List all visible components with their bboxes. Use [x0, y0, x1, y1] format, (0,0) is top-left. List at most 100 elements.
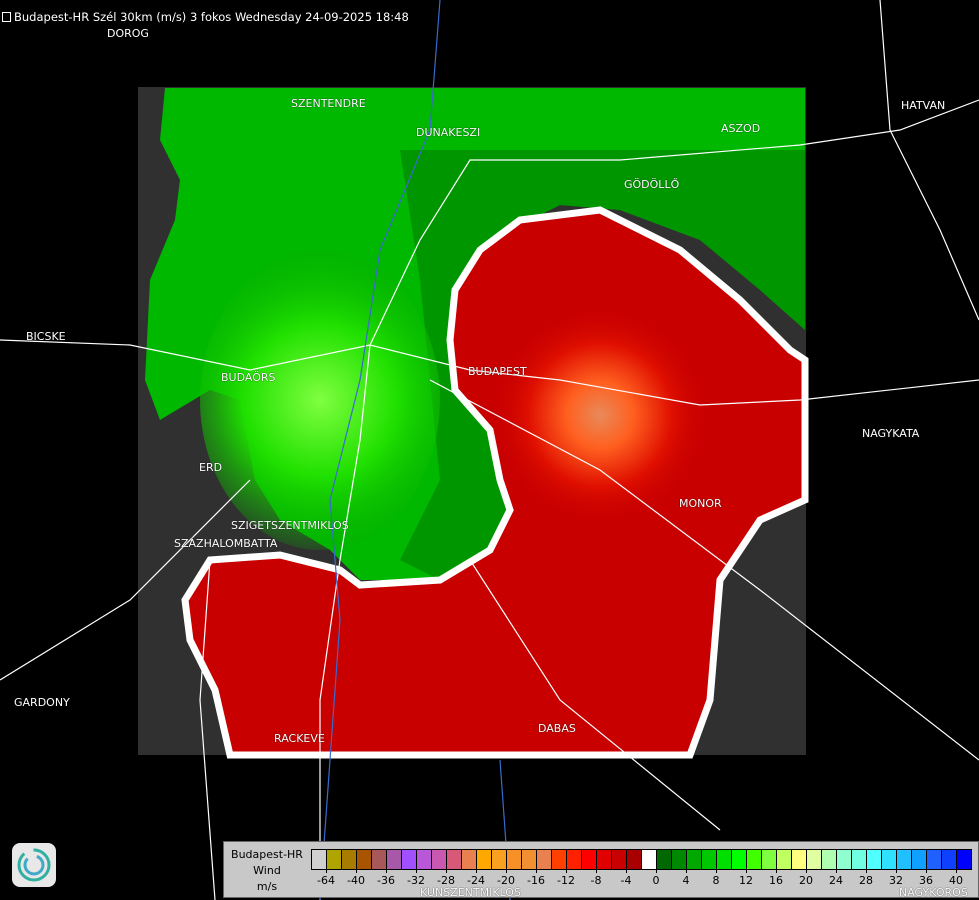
tick-label: -36 — [373, 869, 399, 887]
color-swatch — [477, 850, 492, 869]
city-label: HATVAN — [901, 99, 946, 112]
color-swatch — [627, 850, 642, 869]
tick-label: 8 — [703, 869, 729, 887]
tick-label: -12 — [553, 869, 579, 887]
city-label: NAGYKOROS — [899, 886, 968, 899]
color-swatch — [717, 850, 732, 869]
tick-label: -24 — [463, 869, 489, 887]
tick-label: -16 — [523, 869, 549, 887]
tick-label: 36 — [913, 869, 939, 887]
color-swatch — [552, 850, 567, 869]
color-swatch — [327, 850, 342, 869]
color-swatch — [372, 850, 387, 869]
color-swatch — [537, 850, 552, 869]
legend-station: Budapest-HR — [231, 848, 303, 861]
city-label: ASZOD — [721, 122, 761, 135]
tick-label: -40 — [343, 869, 369, 887]
city-label: DABAS — [538, 722, 576, 735]
color-swatch — [822, 850, 837, 869]
color-swatch — [762, 850, 777, 869]
color-swatch — [702, 850, 717, 869]
tick-label: 20 — [793, 869, 819, 887]
tick-label: -64 — [313, 869, 339, 887]
color-swatch — [777, 850, 792, 869]
city-label: SZÁZHALOMBATTA — [174, 537, 278, 550]
color-swatch — [582, 850, 597, 869]
city-label: GARDONY — [14, 696, 70, 709]
city-label: ERD — [199, 461, 223, 474]
radar-logo — [12, 843, 56, 887]
color-swatch — [657, 850, 672, 869]
color-swatch — [432, 850, 447, 869]
color-swatch — [357, 850, 372, 869]
tick-label: -20 — [493, 869, 519, 887]
color-swatch — [792, 850, 807, 869]
city-label: GÖDÖLLŐ — [624, 178, 680, 191]
map-title: Budapest-HR Szél 30km (m/s) 3 fokos Wedn… — [2, 10, 409, 24]
strong-receding-core — [490, 285, 710, 545]
color-scale-ticks: -64 -40 -36 -32 -28 -24 -20 -16 -12 -8 -4 0 4 8 12 16 20… — [311, 869, 979, 889]
tick-label: -4 — [613, 869, 639, 887]
city-label: NAGYKATA — [862, 427, 920, 440]
city-label: SZIGETSZENTMIKLOS — [231, 519, 349, 532]
color-swatch — [492, 850, 507, 869]
color-legend: Budapest-HR Wind m/s -64 -40 -36 -32 -28 -24-… — [223, 841, 979, 898]
tick-label: 0 — [643, 869, 669, 887]
dark-green-band — [400, 150, 805, 580]
color-swatch — [567, 850, 582, 869]
color-swatch — [732, 850, 747, 869]
swirl-icon — [17, 848, 51, 882]
color-swatch — [612, 850, 627, 869]
color-swatch — [597, 850, 612, 869]
tick-label: -28 — [433, 869, 459, 887]
tick-label: 12 — [733, 869, 759, 887]
color-swatch — [882, 850, 897, 869]
color-swatch — [672, 850, 687, 869]
city-label: MONOR — [679, 497, 722, 510]
tick-label: 16 — [763, 869, 789, 887]
city-label: DUNAKESZI — [416, 126, 481, 139]
color-swatch — [642, 850, 657, 869]
color-swatch — [462, 850, 477, 869]
color-swatch — [912, 850, 927, 869]
tick-label: 28 — [853, 869, 879, 887]
legend-quantity: Wind — [253, 864, 281, 877]
color-swatch — [867, 850, 882, 869]
color-swatch — [852, 850, 867, 869]
tick-label: 32 — [883, 869, 909, 887]
color-swatch — [957, 850, 971, 869]
city-label: DOROG — [107, 27, 149, 40]
color-swatch — [507, 850, 522, 869]
color-swatch — [402, 850, 417, 869]
document-icon — [2, 12, 11, 22]
light-green-core — [200, 250, 440, 550]
color-swatch — [747, 850, 762, 869]
color-swatch — [417, 850, 432, 869]
color-swatch — [447, 850, 462, 869]
city-label: KUNSZENTMIKLOS — [420, 886, 521, 899]
tick-label: -32 — [403, 869, 429, 887]
tick-label: 4 — [673, 869, 699, 887]
color-swatch — [522, 850, 537, 869]
color-swatch — [942, 850, 957, 869]
color-swatch — [897, 850, 912, 869]
city-label: BUDAPEST — [468, 365, 527, 378]
city-label: BICSKE — [26, 330, 66, 343]
color-swatch — [687, 850, 702, 869]
city-label: BUDAÖRS — [221, 371, 276, 384]
legend-unit: m/s — [256, 880, 278, 893]
color-swatch — [387, 850, 402, 869]
color-swatch — [312, 850, 327, 869]
title-text: Budapest-HR Szél 30km (m/s) 3 fokos Wedn… — [14, 10, 409, 24]
color-swatch — [807, 850, 822, 869]
tick-label: 40 — [943, 869, 969, 887]
color-swatch — [927, 850, 942, 869]
city-label: RACKEVE — [274, 732, 325, 745]
color-scale-bar — [311, 849, 972, 870]
tick-label: -8 — [583, 869, 609, 887]
tick-label: 24 — [823, 869, 849, 887]
color-swatch — [342, 850, 357, 869]
